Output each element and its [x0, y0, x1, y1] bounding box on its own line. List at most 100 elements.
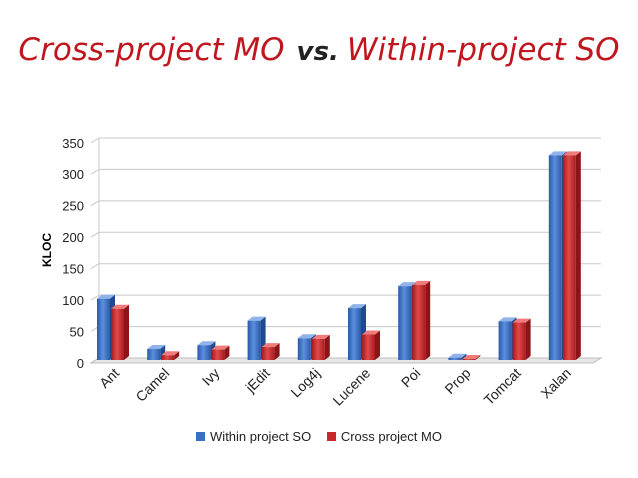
bar-side	[124, 304, 129, 360]
bar-top	[548, 151, 567, 156]
x-axis-ticks: Ant Camel Ivy jEdit Log4j Lucene Poi Prop Tomcat…	[96, 365, 574, 409]
bar-side	[461, 353, 467, 360]
bar-side	[575, 151, 581, 360]
bar-side	[525, 318, 531, 360]
bar-cross-project-mo-xalan	[562, 151, 581, 360]
y-axis-ticks: 0 50 100 150 200 250 300 350	[62, 136, 84, 371]
y-axis-label: KLOC	[40, 233, 54, 267]
x-tick-label-tomcat: Tomcat	[481, 365, 524, 408]
bar-front	[462, 359, 476, 360]
bar-front	[297, 338, 311, 360]
bar-side	[375, 330, 380, 360]
bar-front	[498, 321, 512, 360]
bar-top	[448, 353, 467, 358]
x-tick-label-prop: Prop	[441, 365, 473, 397]
bar-front	[362, 334, 375, 360]
gridline-side	[90, 200, 100, 207]
bar-cross-project-mo-prop	[462, 355, 481, 360]
bar-cross-project-mo-tomcat	[512, 318, 531, 360]
y-tick-label: 300	[62, 167, 84, 182]
bar-front	[311, 338, 325, 360]
bar-side	[224, 345, 230, 360]
bar-top	[362, 330, 380, 335]
bar-top	[97, 294, 115, 299]
bar-cross-project-mo-ant	[111, 304, 129, 360]
legend-label-cross: Cross project MO	[340, 429, 442, 444]
bar-top	[398, 282, 417, 287]
bar-front	[548, 155, 562, 360]
y-tick-label: 350	[62, 136, 84, 151]
title-cross-project: Cross-project MO	[18, 32, 285, 68]
bar-front	[448, 357, 462, 360]
bar-front	[261, 347, 275, 360]
bar-top	[311, 334, 330, 339]
bar-front	[412, 284, 426, 360]
bar-top	[161, 351, 180, 356]
bar-front	[147, 348, 161, 360]
legend-swatch-cross	[326, 432, 336, 442]
gridline-side	[90, 137, 100, 144]
x-tick-label-xalan: Xalan	[537, 365, 574, 402]
x-tick-label-ant: Ant	[96, 365, 122, 391]
bar-front	[211, 349, 225, 360]
y-tick-label: 200	[62, 230, 84, 245]
x-tick-label-jedit: jEdit	[242, 365, 273, 396]
bar-side	[274, 343, 280, 360]
bar-top	[261, 343, 280, 348]
bar-side	[174, 351, 180, 360]
bar-front	[97, 298, 110, 360]
bar-cross-project-mo-ivy	[211, 345, 230, 360]
bar-cross-project-mo-log4j	[311, 334, 330, 360]
gridlines	[90, 137, 601, 364]
bar-top	[412, 280, 431, 285]
bar-front	[197, 345, 211, 360]
bar-side	[324, 334, 330, 360]
gridline-side	[90, 168, 100, 175]
bar-front	[247, 320, 261, 360]
bars	[97, 151, 581, 360]
bar-top	[462, 355, 481, 360]
x-tick-label-log4j: Log4j	[287, 365, 323, 401]
bar-front	[398, 286, 412, 360]
x-tick-label-ivy: Ivy	[199, 365, 223, 389]
bar-top	[348, 304, 366, 309]
bar-top	[247, 316, 266, 321]
bar-front	[161, 355, 175, 360]
bar-top	[297, 334, 316, 339]
legend-item-within-project-so: Within project SO	[196, 429, 311, 444]
gridline-side	[90, 294, 100, 301]
y-tick-label: 50	[70, 324, 84, 339]
x-tick-label-poi: Poi	[398, 365, 424, 391]
gridline-side	[90, 231, 100, 238]
legend-swatch-within	[196, 432, 206, 442]
bar-top	[147, 344, 166, 349]
bar-within-project-so-prop	[448, 353, 467, 360]
bar-top	[562, 151, 581, 156]
bar-cross-project-mo-lucene	[362, 330, 380, 360]
bar-side	[475, 355, 481, 360]
gridline-side	[90, 263, 100, 269]
bar-top	[211, 345, 230, 350]
bar-top	[498, 317, 517, 322]
bar-front	[348, 308, 361, 360]
title-vs: vs.	[296, 37, 339, 67]
y-tick-label: 250	[62, 199, 84, 214]
bar-front	[111, 308, 124, 360]
x-tick-label-lucene: Lucene	[329, 365, 373, 409]
title-within-project: Within-project SO	[346, 32, 620, 68]
legend: Within project SO Cross project MO	[0, 429, 638, 444]
y-tick-label: 0	[77, 356, 84, 371]
bar-top	[197, 341, 216, 346]
bar-top	[512, 318, 531, 323]
bar-cross-project-mo-jedit	[261, 343, 280, 360]
y-tick-label: 100	[62, 293, 84, 308]
y-tick-label: 150	[62, 262, 84, 277]
x-tick-label-camel: Camel	[132, 365, 172, 405]
bar-front	[562, 155, 576, 360]
legend-item-cross-project-mo: Cross project MO	[326, 429, 442, 444]
legend-label-within: Within project SO	[210, 429, 312, 444]
bar-side	[425, 280, 431, 360]
bar-front	[512, 322, 526, 360]
bar-top	[111, 304, 129, 309]
